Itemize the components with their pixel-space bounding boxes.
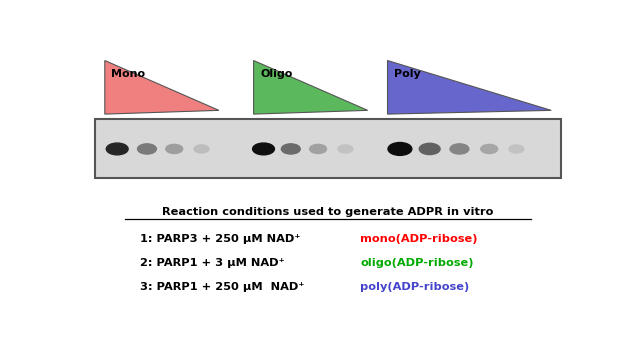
Text: Mono: Mono xyxy=(111,69,145,79)
Polygon shape xyxy=(105,61,219,114)
Polygon shape xyxy=(253,61,367,114)
Text: poly(ADP-ribose): poly(ADP-ribose) xyxy=(360,282,470,292)
Text: 2: PARP1 + 3 μM NAD⁺: 2: PARP1 + 3 μM NAD⁺ xyxy=(140,258,284,268)
Circle shape xyxy=(509,145,524,153)
Circle shape xyxy=(450,144,469,154)
Text: Oligo: Oligo xyxy=(260,69,292,79)
Text: oligo(ADP-ribose): oligo(ADP-ribose) xyxy=(360,258,474,268)
Polygon shape xyxy=(388,61,551,114)
Circle shape xyxy=(419,143,440,155)
Text: Reaction conditions used to generate ADPR in vitro: Reaction conditions used to generate ADP… xyxy=(163,207,493,217)
Circle shape xyxy=(338,145,353,153)
Text: mono(ADP-ribose): mono(ADP-ribose) xyxy=(360,234,477,244)
FancyBboxPatch shape xyxy=(95,119,561,179)
Circle shape xyxy=(194,145,209,153)
Circle shape xyxy=(282,144,300,154)
Circle shape xyxy=(138,144,156,154)
Circle shape xyxy=(106,143,128,155)
Circle shape xyxy=(310,144,326,153)
Circle shape xyxy=(253,143,275,155)
Text: Poly: Poly xyxy=(394,69,420,79)
Circle shape xyxy=(166,144,182,153)
Text: 1: PARP3 + 250 μM NAD⁺: 1: PARP3 + 250 μM NAD⁺ xyxy=(140,234,300,244)
Circle shape xyxy=(388,143,412,155)
Circle shape xyxy=(481,144,498,153)
Text: 3: PARP1 + 250 μM  NAD⁺: 3: PARP1 + 250 μM NAD⁺ xyxy=(140,282,304,292)
